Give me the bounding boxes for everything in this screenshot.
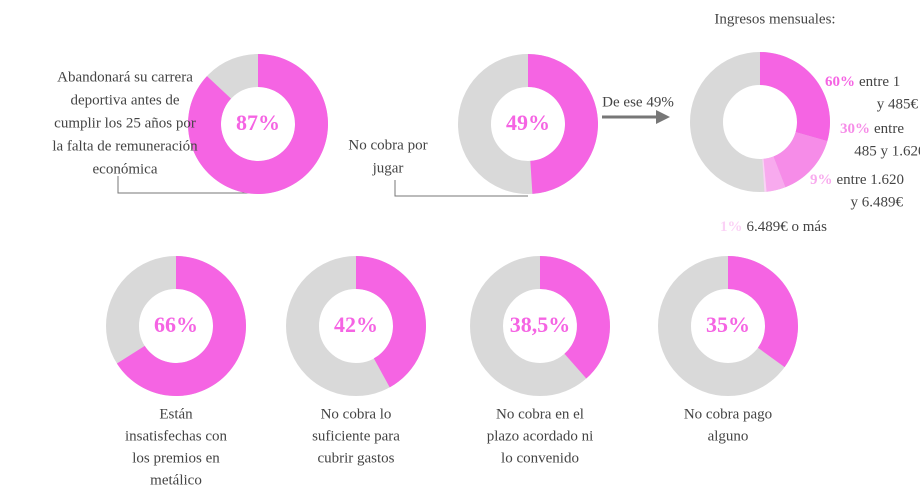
donut-segment [760,52,830,142]
donut-segment [773,132,828,188]
segment-category: y 485€ [877,96,919,112]
caption-line: No cobra en el [496,406,584,422]
annotation: De ese 49% [602,94,674,110]
caption-line: Están [159,406,193,422]
segment-percent: 9% [810,172,833,188]
caption-line: No cobra lo [321,406,392,422]
donut-segment [528,54,599,194]
segment-label: 9% entre 1.620 [810,172,904,188]
caption-line: plazo acordado ni [487,428,594,444]
caption-line: económica [93,161,158,177]
donut-center-label: 35% [706,312,750,337]
caption-line: cumplir los 25 años por [54,115,196,131]
segment-label: 60% entre 1 [825,74,900,90]
donut-segment [187,54,328,194]
donut-center-label: 49% [506,110,550,135]
donut-title: Ingresos mensuales: [714,11,835,27]
donut-segment [540,256,610,379]
caption-line: No cobra pago [684,406,772,422]
caption-line: los premios en [132,450,220,466]
connector [394,180,528,197]
segment-category: entre 1.620 [837,172,904,188]
caption-line: insatisfechas con [125,428,228,444]
arrow-head [656,110,670,124]
donut-segment [762,158,767,192]
caption-line: la falta de remuneración [52,138,198,154]
donut-segment [356,256,426,388]
donut-center-label: 42% [334,312,378,337]
donut-center-label: 87% [236,110,280,135]
segment-percent: 30% [840,121,870,137]
caption-line: lo convenido [501,450,579,466]
segment-percent: 60% [825,74,855,90]
donut-center-label: 66% [154,312,198,337]
donut-segment [728,256,798,368]
caption-line: alguno [708,428,749,444]
donut-center-label: 38,5% [510,312,571,337]
donut-segment [116,256,247,397]
caption-line: cubrir gastos [317,450,394,466]
segment-category: y 6.489€ [851,194,904,210]
connector [117,176,260,194]
segment-label: 1% 6.489€ o más [720,219,827,235]
segment-percent: 1% [720,219,743,235]
caption-line: No cobra por [348,137,427,153]
segment-category: entre [874,121,904,137]
segment-category: 6.489€ o más [747,219,828,235]
caption-line: jugar [372,160,404,176]
segment-category: entre 1 [859,74,900,90]
caption-line: Abandonará su carrera [57,69,193,85]
segment-category: 485 y 1.620€ [854,143,920,159]
caption-line: suficiente para [312,428,400,444]
donut-segment [763,156,786,192]
caption-line: deportiva antes de [70,92,179,108]
caption-line: metálico [150,472,202,486]
segment-label: 30% entre [840,121,904,137]
